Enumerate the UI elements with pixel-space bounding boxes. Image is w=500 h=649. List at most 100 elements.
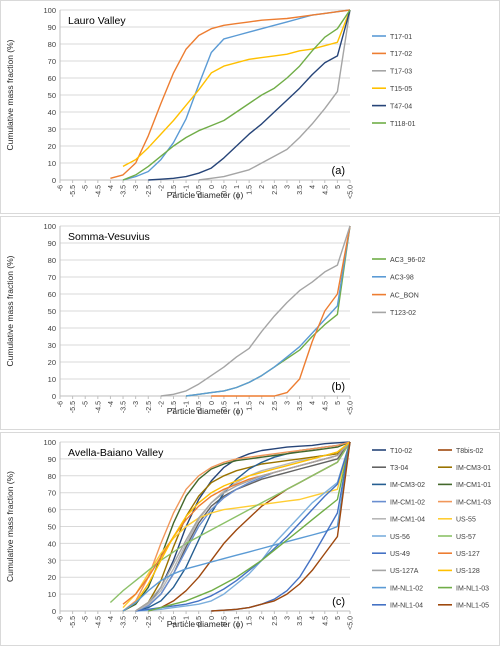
series-line-us-57 [109,441,351,604]
legend-item-label: IM-NL1-04 [390,603,423,610]
x-tick-label: 3.5 [297,616,304,626]
x-tick-label: -5.5 [70,185,77,197]
x-tick-label: 4 [310,616,317,620]
x-tick-label: -6 [58,185,65,191]
x-tick-label: -6 [58,616,65,622]
series-line-us-55 [122,441,351,609]
legend-item-label: IM-NL1-03 [456,585,489,592]
x-tick-label: 1.5 [247,616,254,626]
y-tick-label: 90 [48,239,56,248]
x-tick-label: -1 [184,185,191,191]
x-tick-label: -2.5 [146,401,153,413]
series-line-im-nl1-03 [148,441,351,612]
y-tick-label: 10 [48,375,56,384]
legend-item-label: US-127 [456,551,480,558]
x-axis-label: Particle diameter (ϕ) [167,190,244,200]
series-line-im-cm1-03 [122,441,351,612]
y-tick-label: 50 [48,523,56,532]
series-line-ac-bon [211,225,351,397]
y-tick-label: 100 [43,6,56,15]
y-tick-label: 10 [48,590,56,599]
y-tick-label: 100 [43,222,56,231]
x-tick-label: <5.0 [348,401,355,415]
x-tick-label: -4 [108,616,115,622]
y-axis-label: Cumulative mass fraction (%) [5,255,15,366]
x-tick-label: 3.5 [297,401,304,411]
x-tick-label: 2 [259,616,266,620]
y-tick-label: 20 [48,142,56,151]
x-tick-label: -5 [83,401,90,407]
x-tick-label: 0 [209,616,216,620]
chart-title: Avella-Baiano Valley [68,447,164,459]
y-tick-label: 60 [48,506,56,515]
x-tick-label: -2.5 [146,616,153,628]
y-tick-label: 50 [48,91,56,100]
y-tick-label: 40 [48,108,56,117]
legend-item-label: US-56 [390,534,410,541]
panel-label: (c) [332,596,345,608]
x-axis-label: Particle diameter (ϕ) [167,406,244,416]
y-tick-label: 70 [48,273,56,282]
x-tick-label: 0.5 [221,185,228,195]
x-tick-label: -4 [108,401,115,407]
x-tick-label: 4 [310,185,317,189]
legend-item-label: IM-NL1-05 [456,603,489,610]
x-tick-label: 1.5 [247,185,254,195]
legend-item-label: US-49 [390,551,410,558]
x-tick-label: -4.5 [95,185,102,197]
legend-item-label: T15-05 [390,86,412,93]
legend-item-label: US-128 [456,568,480,575]
y-tick-label: 40 [48,539,56,548]
y-tick-label: 40 [48,324,56,333]
panel-frame [0,216,500,430]
legend-item-label: T3-04 [390,465,408,472]
x-tick-label: -2 [158,185,165,191]
legend-item-label: IM-CM3-01 [456,465,491,472]
series-line-us-127a [135,441,351,612]
series-line-t17-02 [110,9,351,179]
legend-item-label: T17-03 [390,69,412,76]
x-tick-label: 0.5 [221,401,228,411]
y-tick-label: 20 [48,358,56,367]
x-tick-label: -5 [83,185,90,191]
x-tick-label: 4 [310,401,317,405]
x-tick-label: 4.5 [322,185,329,195]
legend-item-label: T123-02 [390,310,416,317]
series-line-us-128 [122,441,351,612]
legend-item-label: IM-NL1-02 [390,585,423,592]
y-tick-label: 80 [48,40,56,49]
legend-item-label: AC_BON [390,292,419,299]
x-tick-label: -4 [108,185,115,191]
x-tick-label: 0.5 [221,616,228,626]
x-tick-label: 2.5 [272,616,279,626]
x-tick-label: -0.5 [196,185,203,197]
x-tick-label: 3.5 [297,185,304,195]
x-tick-label: -3 [133,185,140,191]
chart-title: Lauro Valley [68,15,126,27]
legend-item-label: IM-CM3-02 [390,482,425,489]
y-tick-label: 100 [43,438,56,447]
x-tick-label: -5.5 [70,616,77,628]
legend: T10-02 T8bis-02 T3-04 IM-CM3-01 IM-CM3-02 IM-… [372,448,491,610]
x-tick-label: 2 [259,185,266,189]
x-tick-label: -0.5 [196,616,203,628]
panel-frame [0,432,500,646]
x-tick-label: -0.5 [196,401,203,413]
x-tick-label: -2 [158,401,165,407]
legend-item-label: US-57 [456,534,476,541]
x-tick-label: 5 [335,185,342,189]
y-tick-label: 30 [48,341,56,350]
x-tick-label: -1.5 [171,401,178,413]
series-line-us-49 [135,441,351,612]
x-tick-label: 2.5 [272,185,279,195]
legend: AC3_96-02 AC3-98 AC_BON T123-02 [372,257,426,317]
x-tick-label: 1 [234,616,241,620]
series-line-t118-01 [122,9,351,181]
series-line-ac3-98 [186,225,351,397]
legend-item-label: T47-04 [390,103,412,110]
series-line-t123-02 [160,225,351,397]
x-tick-label: 5 [335,616,342,620]
x-tick-label: -3.5 [121,185,128,197]
